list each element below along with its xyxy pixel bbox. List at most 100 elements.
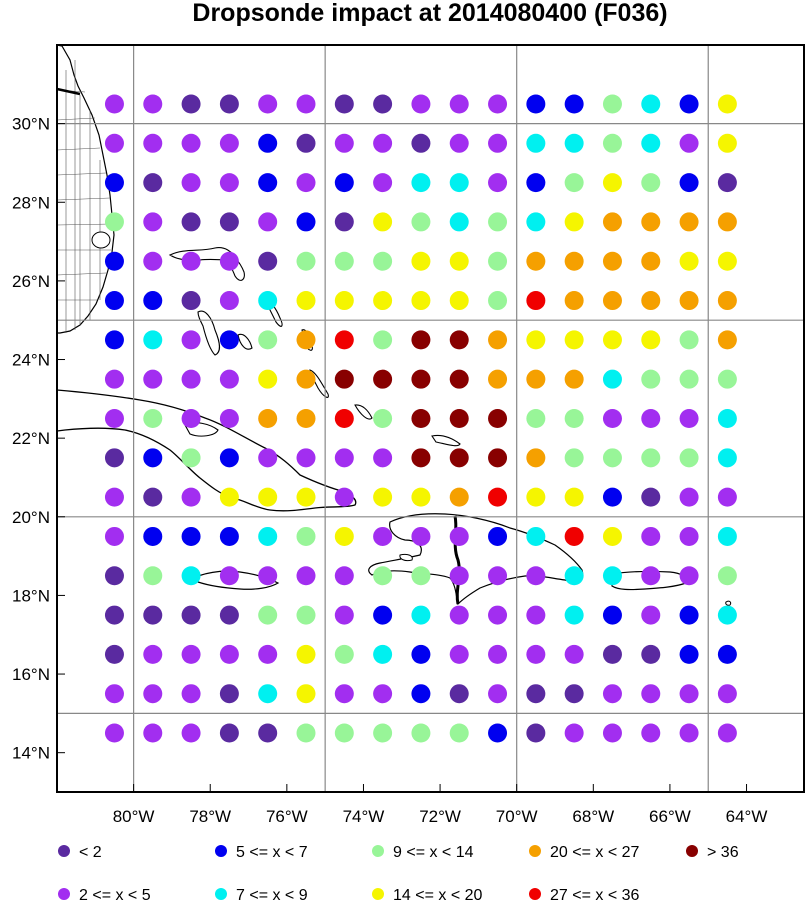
data-point xyxy=(679,723,699,743)
data-point xyxy=(219,291,239,311)
data-point xyxy=(219,94,239,114)
data-point xyxy=(143,291,163,311)
data-point xyxy=(679,291,699,311)
data-point xyxy=(143,644,163,664)
data-point xyxy=(679,173,699,193)
data-point xyxy=(717,526,737,546)
data-point xyxy=(373,487,393,507)
data-point xyxy=(488,369,508,389)
data-point xyxy=(449,684,469,704)
x-tick-label: 80°W xyxy=(113,807,155,826)
data-point xyxy=(104,212,124,232)
data-point xyxy=(373,448,393,468)
data-point xyxy=(641,605,661,625)
legend-marker xyxy=(372,845,384,857)
chart-title: Dropsonde impact at 2014080400 (F036) xyxy=(192,0,667,27)
data-point xyxy=(334,566,354,586)
data-point xyxy=(296,644,316,664)
data-point xyxy=(104,684,124,704)
data-point xyxy=(334,251,354,271)
data-point xyxy=(488,526,508,546)
data-point xyxy=(373,330,393,350)
data-point xyxy=(488,723,508,743)
data-point xyxy=(526,526,546,546)
y-tick-label: 14°N xyxy=(12,744,50,763)
data-point xyxy=(602,684,622,704)
data-point xyxy=(679,605,699,625)
data-point xyxy=(104,94,124,114)
data-point xyxy=(526,133,546,153)
florida-landmass xyxy=(56,44,115,334)
data-point xyxy=(717,644,737,664)
data-point xyxy=(181,566,201,586)
data-point xyxy=(258,566,278,586)
data-point xyxy=(641,448,661,468)
data-point xyxy=(181,723,201,743)
data-point xyxy=(143,251,163,271)
data-point xyxy=(181,684,201,704)
data-point xyxy=(373,409,393,428)
data-point xyxy=(296,94,316,114)
data-point xyxy=(143,212,163,232)
data-point xyxy=(526,409,546,428)
data-point xyxy=(564,369,584,389)
data-point xyxy=(641,723,661,743)
legend-marker xyxy=(215,845,227,857)
data-point xyxy=(258,291,278,311)
data-point xyxy=(104,644,124,664)
data-point xyxy=(334,173,354,193)
legend-label: 9 <= x < 14 xyxy=(393,844,474,861)
data-point xyxy=(641,566,661,586)
data-point xyxy=(143,448,163,468)
data-point xyxy=(411,723,431,743)
data-point xyxy=(679,684,699,704)
data-point xyxy=(488,684,508,704)
data-point xyxy=(411,330,431,350)
data-point xyxy=(641,291,661,311)
data-point xyxy=(411,369,431,389)
y-tick-label: 26°N xyxy=(12,272,50,291)
data-point xyxy=(258,330,278,350)
data-point xyxy=(143,409,163,428)
data-point xyxy=(181,94,201,114)
data-point xyxy=(488,133,508,153)
data-point xyxy=(258,409,278,428)
data-point xyxy=(564,291,584,311)
data-point xyxy=(334,291,354,311)
data-point xyxy=(411,448,431,468)
x-axis-ticks: 80°W 78°W 76°W 74°W 72°W 70°W 68°W 66°W 64°W xyxy=(113,784,767,826)
data-point xyxy=(449,330,469,350)
data-point xyxy=(334,605,354,625)
data-point xyxy=(602,723,622,743)
x-tick-label: 74°W xyxy=(343,807,385,826)
data-point xyxy=(602,133,622,153)
data-point xyxy=(181,133,201,153)
legend-marker xyxy=(529,845,541,857)
data-point xyxy=(219,251,239,271)
data-point xyxy=(488,566,508,586)
data-point xyxy=(104,369,124,389)
data-point xyxy=(219,526,239,546)
data-point xyxy=(296,487,316,507)
data-point xyxy=(564,566,584,586)
data-point xyxy=(411,409,431,428)
data-point xyxy=(602,526,622,546)
data-point xyxy=(411,173,431,193)
data-point xyxy=(449,369,469,389)
data-point xyxy=(104,723,124,743)
data-point xyxy=(373,291,393,311)
data-point xyxy=(373,566,393,586)
data-point xyxy=(602,173,622,193)
data-point xyxy=(641,173,661,193)
data-point xyxy=(143,723,163,743)
data-point xyxy=(564,526,584,546)
data-point xyxy=(334,723,354,743)
y-tick-label: 16°N xyxy=(12,665,50,684)
data-point xyxy=(488,212,508,232)
data-point xyxy=(373,684,393,704)
data-point xyxy=(181,487,201,507)
data-point xyxy=(373,644,393,664)
data-point xyxy=(258,369,278,389)
data-point xyxy=(296,448,316,468)
data-point xyxy=(296,330,316,350)
